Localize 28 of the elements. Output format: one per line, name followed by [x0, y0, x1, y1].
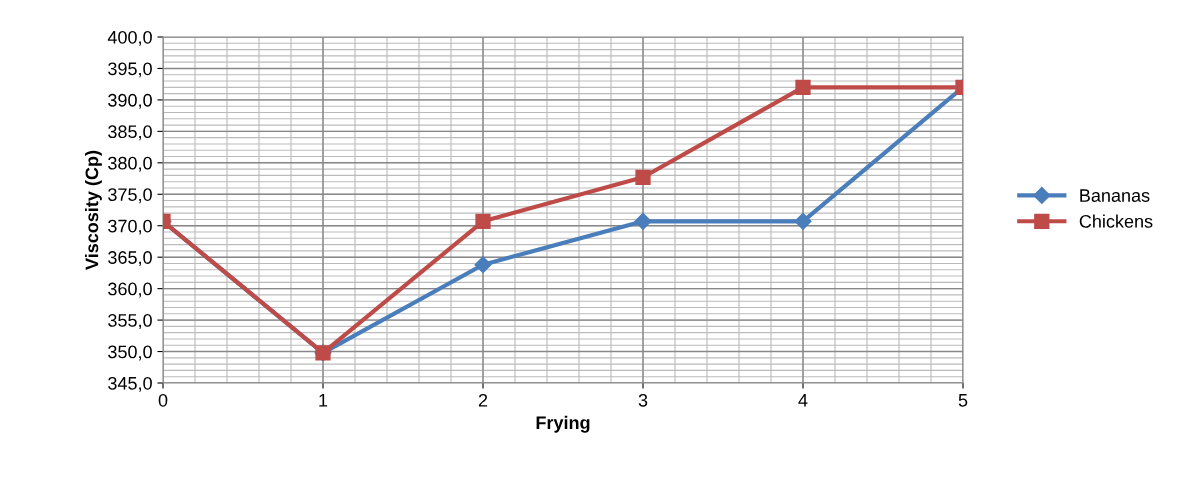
- x-tick-label: 5: [958, 394, 968, 407]
- y-tick-label: 360,0: [108, 282, 152, 298]
- y-tick-label: 355,0: [108, 314, 152, 329]
- y-tick-label: 400,0: [107, 30, 152, 46]
- x-tick-label: 3: [638, 393, 648, 407]
- x-tick-label: 0: [158, 393, 168, 407]
- y-tick-label: 390,0: [108, 93, 152, 109]
- x-tick-label: 2: [478, 393, 488, 407]
- point: [635, 169, 651, 185]
- y-tick-label: 345,0: [108, 376, 152, 392]
- y-tick-label: 370,0: [108, 219, 152, 235]
- y-tick-label: 375,0: [108, 188, 152, 204]
- y-tick-label: 365,0: [108, 251, 152, 267]
- y-tick-label: 350,0: [108, 345, 152, 361]
- y-tick-label: 380,0: [108, 156, 152, 172]
- x-axis-title: Frying: [536, 415, 590, 433]
- legend-label: Chickens: [1079, 214, 1153, 228]
- point: [474, 256, 492, 274]
- y-axis-title: Viscosity (Cp): [85, 150, 102, 270]
- point: [475, 213, 491, 229]
- y-tick-label: 385,0: [108, 125, 152, 141]
- y-tick-label: 395,0: [108, 62, 152, 78]
- point: [794, 212, 812, 230]
- point: [795, 79, 811, 95]
- legend-label: Bananas: [1080, 189, 1150, 202]
- x-tick-label: 4: [798, 394, 808, 407]
- point: [634, 212, 652, 230]
- x-tick-label: 1: [319, 394, 328, 407]
